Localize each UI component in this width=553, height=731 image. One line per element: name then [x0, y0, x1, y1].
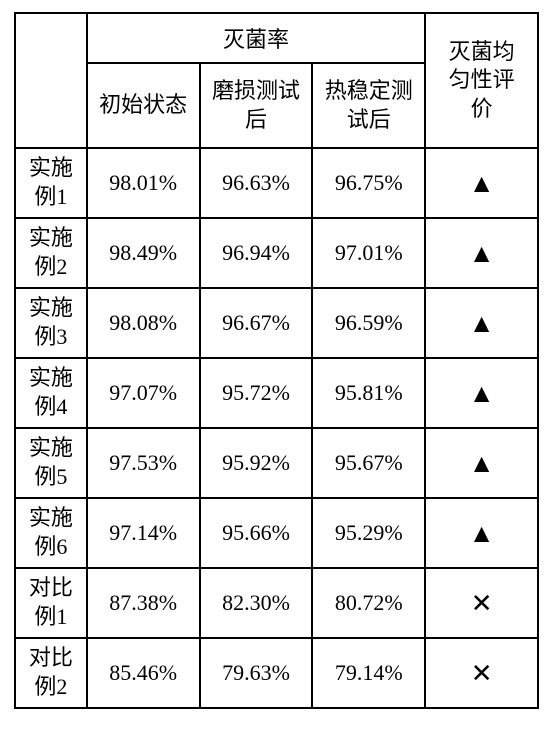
cell-eval: ▲: [425, 428, 538, 498]
header-eval: 灭菌均匀性评价: [425, 13, 538, 148]
row-label: 实施例3: [15, 288, 87, 358]
cell-eval: ▲: [425, 148, 538, 218]
row-label-text: 对比例1: [27, 574, 75, 631]
row-label-text: 实施例3: [27, 294, 75, 351]
table-row: 实施例4 97.07% 95.72% 95.81% ▲: [15, 358, 538, 428]
header-sub-3: 热稳定测试后: [312, 63, 425, 148]
header-sub-2: 磨损测试后: [200, 63, 313, 148]
cell-c3: 95.29%: [312, 498, 425, 568]
table-row: 实施例1 98.01% 96.63% 96.75% ▲: [15, 148, 538, 218]
cell-c1: 98.49%: [87, 218, 200, 288]
cell-c1: 98.01%: [87, 148, 200, 218]
cell-eval: ▲: [425, 288, 538, 358]
header-sub-3-text: 热稳定测试后: [323, 77, 415, 134]
cell-c2: 79.63%: [200, 638, 313, 708]
row-label-text: 实施例5: [27, 434, 75, 491]
row-label: 实施例4: [15, 358, 87, 428]
header-sub-2-text: 磨损测试后: [210, 77, 302, 134]
row-label: 实施例5: [15, 428, 87, 498]
row-label: 对比例2: [15, 638, 87, 708]
cell-eval: ▲: [425, 498, 538, 568]
cell-c3: 96.59%: [312, 288, 425, 358]
table-row: 对比例1 87.38% 82.30% 80.72% ✕: [15, 568, 538, 638]
cell-c1: 97.07%: [87, 358, 200, 428]
cell-eval: ▲: [425, 358, 538, 428]
cell-c2: 96.63%: [200, 148, 313, 218]
cell-c2: 82.30%: [200, 568, 313, 638]
cell-c3: 79.14%: [312, 638, 425, 708]
cell-c3: 95.81%: [312, 358, 425, 428]
row-label-text: 实施例4: [27, 364, 75, 421]
cell-c1: 97.53%: [87, 428, 200, 498]
table-row: 实施例6 97.14% 95.66% 95.29% ▲: [15, 498, 538, 568]
table-row: 实施例2 98.49% 96.94% 97.01% ▲: [15, 218, 538, 288]
header-blank: [15, 13, 87, 148]
cell-c2: 96.67%: [200, 288, 313, 358]
table-row: 实施例5 97.53% 95.92% 95.67% ▲: [15, 428, 538, 498]
row-label: 对比例1: [15, 568, 87, 638]
cell-c1: 85.46%: [87, 638, 200, 708]
row-label-text: 对比例2: [27, 644, 75, 701]
header-sub-1: 初始状态: [87, 63, 200, 148]
row-label: 实施例6: [15, 498, 87, 568]
cell-c3: 80.72%: [312, 568, 425, 638]
cell-eval: ✕: [425, 638, 538, 708]
row-label-text: 实施例2: [27, 224, 75, 281]
cell-c2: 95.66%: [200, 498, 313, 568]
sterilization-table: 灭菌率 灭菌均匀性评价 初始状态 磨损测试后 热稳定测试后 实施例1 98.01…: [14, 12, 539, 709]
row-label-text: 实施例6: [27, 504, 75, 561]
cell-c3: 95.67%: [312, 428, 425, 498]
cell-c2: 95.72%: [200, 358, 313, 428]
header-sub-1-text: 初始状态: [99, 91, 187, 120]
table-row: 实施例3 98.08% 96.67% 96.59% ▲: [15, 288, 538, 358]
cell-c2: 96.94%: [200, 218, 313, 288]
table-row: 对比例2 85.46% 79.63% 79.14% ✕: [15, 638, 538, 708]
cell-c1: 98.08%: [87, 288, 200, 358]
cell-eval: ✕: [425, 568, 538, 638]
cell-c1: 87.38%: [87, 568, 200, 638]
cell-eval: ▲: [425, 218, 538, 288]
row-label: 实施例2: [15, 218, 87, 288]
cell-c2: 95.92%: [200, 428, 313, 498]
header-eval-text: 灭菌均匀性评价: [446, 38, 516, 124]
header-main-group: 灭菌率: [87, 13, 425, 63]
row-label-text: 实施例1: [27, 154, 75, 211]
cell-c1: 97.14%: [87, 498, 200, 568]
cell-c3: 96.75%: [312, 148, 425, 218]
row-label: 实施例1: [15, 148, 87, 218]
cell-c3: 97.01%: [312, 218, 425, 288]
